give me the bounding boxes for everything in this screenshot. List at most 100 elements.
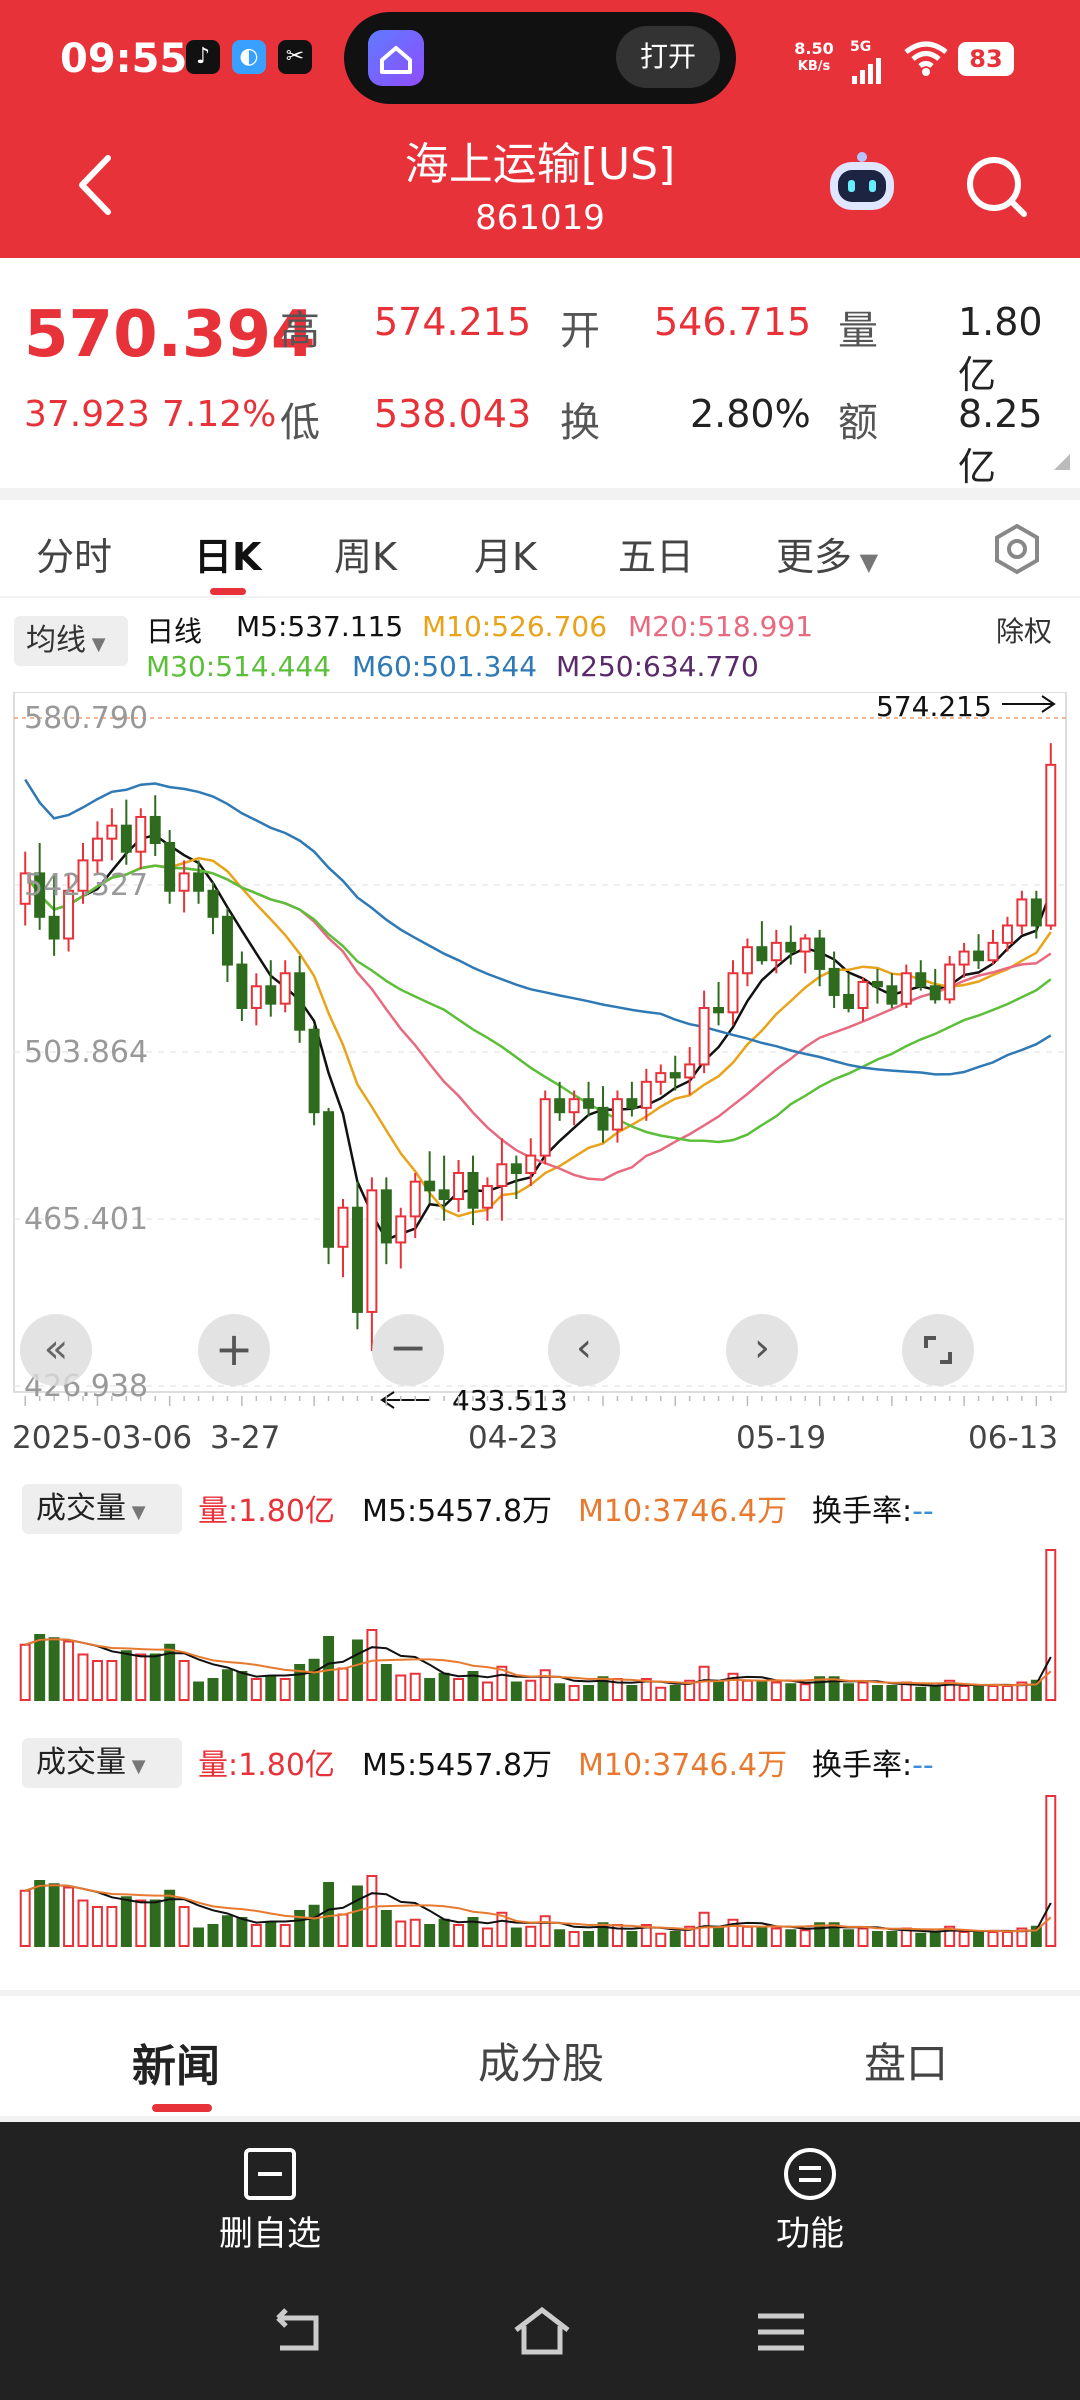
volume-bar [756, 1681, 768, 1701]
candle [1045, 743, 1057, 930]
candle-body [669, 1072, 681, 1079]
candle-body [380, 1189, 392, 1244]
settings-icon[interactable] [990, 522, 1044, 580]
ma250-value: M250:634.770 [556, 650, 759, 683]
back-icon[interactable] [70, 150, 120, 224]
tab-weekly-k[interactable]: 周K [334, 535, 397, 579]
open-label: 开 [560, 308, 600, 354]
tab-monthly-k[interactable]: 月K [474, 535, 537, 579]
candle [799, 934, 811, 974]
volume-bar [265, 1676, 277, 1701]
candle [843, 973, 855, 1013]
volume-bar [640, 1678, 652, 1701]
candle-body [207, 889, 219, 918]
nav-back-icon[interactable] [270, 2308, 326, 2362]
turnover-label: 换 [560, 400, 600, 446]
island-open-button[interactable]: 打开 [616, 26, 720, 88]
volume-bar [366, 1629, 378, 1701]
search-icon[interactable] [964, 154, 1030, 224]
tab-daily-k[interactable]: 日K [194, 535, 262, 579]
signal-icon: 5G [850, 38, 890, 90]
candle [525, 1138, 537, 1187]
volume-value-2: 量:1.80亿 [198, 1748, 335, 1783]
rewind-icon[interactable]: « [20, 1314, 92, 1386]
volume-bar [438, 1672, 450, 1701]
volume-bar [944, 1925, 956, 1947]
x-axis-label: 06-13 [968, 1420, 1058, 1456]
tab-more[interactable]: 更多 ▼ [776, 535, 879, 579]
candle [250, 973, 262, 1026]
ex-rights-toggle[interactable]: 除权 [996, 615, 1053, 648]
candle-body [351, 1206, 363, 1313]
tab-five-day[interactable]: 五日 [618, 535, 695, 579]
candle-body [799, 937, 811, 953]
volume-indicator-select-2[interactable]: 成交量 ▼ [22, 1738, 182, 1788]
zoom-out-icon[interactable]: − [372, 1314, 444, 1386]
chevron-left-icon[interactable]: ‹ [548, 1314, 620, 1386]
x-axis-label: 3-27 [210, 1420, 280, 1456]
ma-select-button[interactable]: 均线 ▼ [14, 616, 128, 666]
zoom-in-icon[interactable]: + [198, 1314, 270, 1386]
candle [583, 1081, 595, 1117]
volume-bar [34, 1880, 46, 1947]
volume-bar [987, 1931, 999, 1947]
robot-assistant-icon[interactable] [824, 150, 900, 224]
functions-button[interactable]: 功能 [740, 2146, 880, 2255]
candle [265, 960, 277, 1017]
chevron-right-icon[interactable]: › [726, 1314, 798, 1386]
candle [438, 1155, 450, 1221]
volume-bar [814, 1922, 826, 1947]
price-change-pct: 7.12% [162, 394, 277, 435]
candle-body [929, 985, 941, 1001]
candle-body [1001, 924, 1013, 944]
volume-bar [279, 1924, 291, 1947]
tab-intraday[interactable]: 分时 [36, 535, 113, 579]
volume-indicator-select[interactable]: 成交量 ▼ [22, 1484, 182, 1534]
candle [684, 1047, 696, 1095]
tab-order-book[interactable]: 盘口 [864, 2039, 949, 2088]
candle-body [756, 946, 768, 962]
nav-home-icon[interactable] [512, 2306, 572, 2362]
chevron-down-icon: ▼ [126, 1756, 146, 1777]
chart-area: 均线 ▼ 日线 M5:537.115 M10:526.706 M20:518.9… [0, 598, 1080, 1990]
candle-body [149, 815, 161, 845]
volume-bar [120, 1650, 132, 1701]
candle-body [294, 972, 306, 1031]
tab-constituents[interactable]: 成分股 [478, 2039, 605, 2088]
ma30-value: M30:514.444 [146, 650, 332, 683]
volume-m5-2: M5:5457.8万 [362, 1748, 553, 1783]
volume-bar [756, 1927, 768, 1947]
candle [698, 990, 710, 1074]
candle [727, 960, 739, 1026]
candle [380, 1177, 392, 1265]
volume-bar [120, 1896, 132, 1947]
remove-watchlist-button[interactable]: 删自选 [200, 2146, 340, 2255]
candle [713, 981, 725, 1026]
volume-bar [640, 1924, 652, 1947]
low-label: 低 [280, 400, 320, 446]
candle-body [741, 946, 753, 975]
candle [366, 1177, 378, 1351]
volume-panel-1: 成交量 ▼ 量:1.80亿 M5:5457.8万 M10:3746.4万 换手率… [0, 1474, 1080, 1724]
candle-body [525, 1154, 537, 1174]
volume-bar [323, 1882, 335, 1947]
page-title: 海上运输[US] [404, 139, 676, 190]
volume-bar [814, 1676, 826, 1701]
volume-bar [91, 1906, 103, 1947]
volume-panel-2: 成交量 ▼ 量:1.80亿 M5:5457.8万 M10:3746.4万 换手率… [0, 1728, 1080, 1978]
nav-menu-icon[interactable] [756, 2310, 806, 2358]
volume-bar [655, 1932, 667, 1947]
tab-news[interactable]: 新闻 [132, 2041, 220, 2092]
volume-bar [1001, 1685, 1013, 1701]
candle [611, 1090, 623, 1143]
volume-bar [366, 1875, 378, 1947]
volume-bar [713, 1681, 725, 1701]
volume-bar [294, 1664, 306, 1701]
volume-bar [351, 1885, 363, 1947]
x-axis-label: 2025-03-06 [12, 1420, 192, 1456]
fullscreen-icon[interactable] [902, 1314, 974, 1386]
expand-corner-icon[interactable] [1054, 454, 1070, 470]
candle-body [568, 1098, 580, 1114]
volume-bar [135, 1653, 147, 1701]
